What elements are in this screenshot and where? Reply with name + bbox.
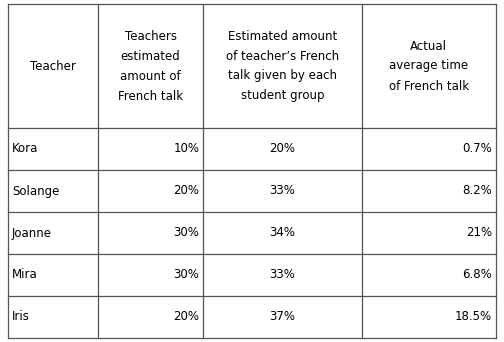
Text: 30%: 30% (173, 226, 199, 239)
Text: Iris: Iris (12, 311, 30, 324)
Text: 33%: 33% (270, 268, 295, 281)
Text: 37%: 37% (270, 311, 295, 324)
Text: Estimated amount
of teacher’s French
talk given by each
student group: Estimated amount of teacher’s French tal… (226, 29, 339, 103)
Text: 18.5%: 18.5% (455, 311, 492, 324)
Text: 20%: 20% (173, 184, 199, 197)
Text: 21%: 21% (466, 226, 492, 239)
Text: Solange: Solange (12, 184, 59, 197)
Text: 30%: 30% (173, 268, 199, 281)
Text: Actual
average time
of French talk: Actual average time of French talk (389, 39, 469, 92)
Text: Kora: Kora (12, 143, 38, 156)
Text: 33%: 33% (270, 184, 295, 197)
Text: 6.8%: 6.8% (462, 268, 492, 281)
Text: 20%: 20% (270, 143, 295, 156)
Text: Teacher: Teacher (30, 60, 76, 73)
Text: 20%: 20% (173, 311, 199, 324)
Text: Joanne: Joanne (12, 226, 52, 239)
Text: Teachers
estimated
amount of
French talk: Teachers estimated amount of French talk (118, 29, 183, 103)
Text: 34%: 34% (270, 226, 295, 239)
Text: 0.7%: 0.7% (462, 143, 492, 156)
Text: Mira: Mira (12, 268, 38, 281)
Text: 8.2%: 8.2% (462, 184, 492, 197)
Text: 10%: 10% (173, 143, 199, 156)
